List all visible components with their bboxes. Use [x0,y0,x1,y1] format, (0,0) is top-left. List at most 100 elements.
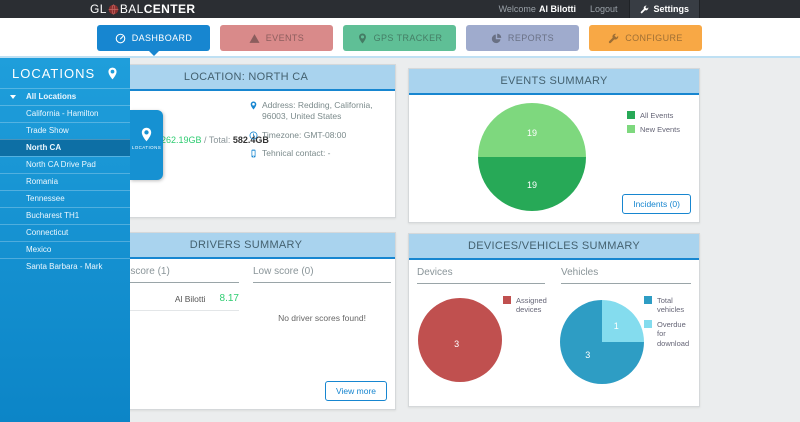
events-pie: 19 19 [478,103,586,211]
timezone-row: Timezone: GMT-08:00 [249,130,389,141]
view-more-button[interactable]: View more [325,381,387,401]
vehicles-heading: Vehicles [561,267,691,284]
sidebar-item-bucharest-th1[interactable]: Bucharest TH1 [0,207,130,224]
welcome-text: Welcome Al Bilotti [499,4,576,14]
devices-legend: Assigned devices [503,296,553,315]
tab-label-events: EVENTS [265,33,305,43]
swatch-new-events [627,125,635,134]
devices-heading: Devices [417,267,545,284]
sidebar-item-connecticut[interactable]: Connecticut [0,224,130,241]
warning-triangle-icon [249,33,260,44]
storage-usage: 262.19GB / Total: 582.4GB [161,135,269,145]
events-panel-body: 19 19 All Events New Events Incidents (0… [409,95,699,222]
location-panel-body: 262.19GB / Total: 582.4GB Address: Reddi… [97,91,395,217]
sidebar-item-all-locations[interactable]: All Locations [0,88,130,105]
sidebar-title: LOCATIONS [12,65,96,81]
topbar-user-area: Welcome Al Bilotti Logout Settings [499,0,700,18]
pie-chart-icon [491,33,502,44]
pie-value-assigned-devices: 3 [454,339,460,350]
devices-panel-title: DEVICES/VEHICLES SUMMARY [409,234,699,260]
legend-label-assigned-devices: Assigned devices [516,296,547,315]
no-scores-message: No driver scores found! [278,313,366,323]
sidebar-item-trade-show[interactable]: Trade Show [0,122,130,139]
globe-icon [108,3,119,15]
toggle-label: LOCATIONS [131,145,162,150]
sidebar-item-santa-barbara-mark[interactable]: Santa Barbara - Mark [0,258,130,275]
sidebar-item-tennessee[interactable]: Tennessee [0,190,130,207]
caret-down-icon [10,95,16,102]
location-panel: LOCATION: NORTH CA 262.19GB / Total: 582… [96,64,396,218]
tab-reports[interactable]: REPORTS [466,25,579,51]
username: Al Bilotti [538,4,576,14]
app-logo: GL BAL CENTER [90,0,195,18]
swatch-all-events [627,111,635,119]
events-summary-panel: EVENTS SUMMARY 19 19 All Events New Even… [408,68,700,223]
sidebar-item-romania[interactable]: Romania [0,173,130,190]
high-score-heading: High score (1) [107,266,239,283]
storage-total-value: 582.4GB [232,135,269,145]
topbar: GL BAL CENTER Welcome Al Bilotti Logout Se… [0,0,800,18]
swatch-assigned-devices [503,296,511,304]
legend-label-total-vehicles: Total vehicles [657,296,685,315]
legend-item-overdue: Overdue for download [644,319,694,348]
welcome-prefix: Welcome [498,4,536,14]
locations-toggle-button[interactable]: LOCATIONS [130,110,163,180]
legend-item-assigned-devices: Assigned devices [503,296,553,315]
pie-value-overdue: 1 [613,321,619,332]
legend-label-overdue: Overdue for download [657,319,690,348]
pin-icon [139,127,154,142]
vehicles-legend: Total vehicles Overdue for download [644,296,694,348]
wrench-icon [608,33,619,44]
sidebar-header: LOCATIONS [0,58,130,88]
sidebar-items: All Locations California - Hamilton Trad… [0,88,130,275]
incidents-button[interactable]: Incidents (0) [622,194,691,214]
swatch-total-vehicles [644,296,652,304]
settings-button[interactable]: Settings [629,0,700,18]
pin-icon [106,67,119,80]
sidebar-item-north-ca-drive-pad[interactable]: North CA Drive Pad [0,156,130,173]
low-score-column: Low score (0) No driver scores found! [253,266,391,323]
tab-dashboard[interactable]: DASHBOARD [97,25,210,56]
gauge-icon [115,33,126,44]
tab-label-gps-tracker: GPS TRACKER [373,33,443,43]
wrench-icon [641,5,649,13]
address-row: Address: Redding, California, 96003, Uni… [249,100,389,123]
tab-label-reports: REPORTS [507,33,555,43]
pin-icon [357,33,368,44]
timezone-text: Timezone: GMT-08:00 [262,129,347,140]
sidebar-item-mexico[interactable]: Mexico [0,241,130,258]
sidebar-item-california-hamilton[interactable]: California - Hamilton [0,105,130,122]
legend-item-new-events: New Events [627,125,680,134]
swatch-overdue [644,319,652,328]
tab-label-configure: CONFIGURE [625,33,683,43]
clock-icon [249,131,258,140]
tab-events[interactable]: EVENTS [220,25,333,51]
storage-separator: / Total: [201,135,233,145]
location-panel-title: LOCATION: NORTH CA [97,65,395,91]
drivers-panel-body: High score (1) Al Bilotti 8.17 Low score… [97,259,395,409]
legend-item-all-events: All Events [627,111,680,120]
logout-link[interactable]: Logout [589,4,618,14]
events-legend: All Events New Events [627,111,680,135]
contact-text: Tehnical contact: - [262,148,331,159]
tab-configure[interactable]: CONFIGURE [589,25,702,51]
location-info: Address: Redding, California, 96003, Uni… [249,100,389,167]
pie-value-total-vehicles: 3 [585,350,591,361]
pin-icon [249,101,258,110]
locations-sidebar: LOCATIONS All Locations California - Ham… [0,58,130,422]
driver-score-row: Al Bilotti 8.17 [107,283,239,311]
devices-panel-body: Devices Vehicles 3 Assigned devices 3 1 … [409,260,699,406]
legend-label-new-events: New Events [640,125,681,135]
tab-gps-tracker[interactable]: GPS TRACKER [343,25,456,51]
contact-row: Tehnical contact: - [249,148,389,159]
drivers-panel-title: DRIVERS SUMMARY [97,233,395,259]
legend-label-all-events: All Events [640,111,674,120]
events-panel-title: EVENTS SUMMARY [409,69,699,95]
drivers-summary-panel: DRIVERS SUMMARY High score (1) Al Bilott… [96,232,396,410]
sidebar-item-north-ca[interactable]: North CA [0,139,130,156]
main-navbar: DASHBOARD EVENTS GPS TRACKER REPORTS CON… [0,18,800,58]
logo-text-suffix: CENTER [143,2,196,16]
vehicles-pie: 3 1 [560,300,644,384]
logo-text-prefix: GL [90,2,107,16]
